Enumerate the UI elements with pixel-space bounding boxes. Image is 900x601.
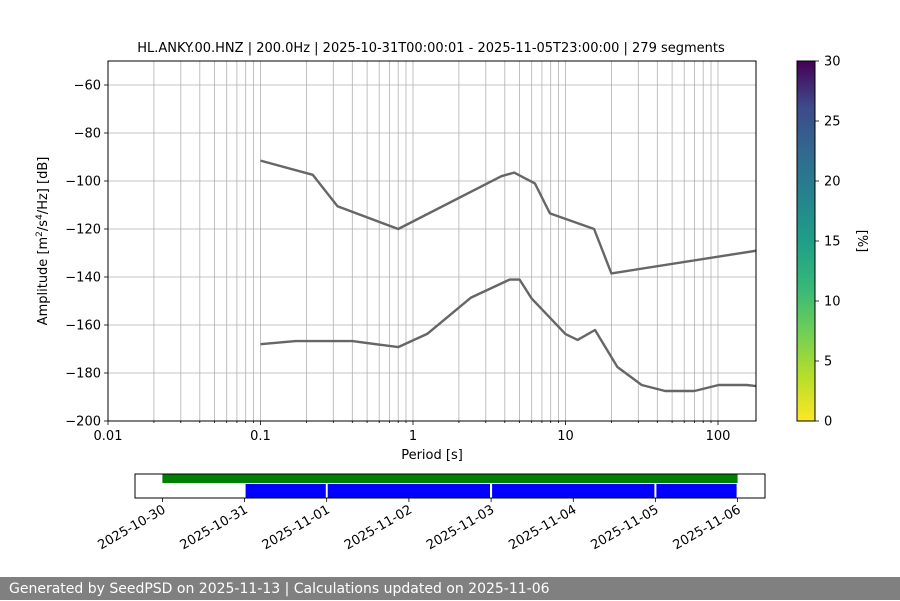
colorbar-label: [%] — [854, 230, 869, 253]
footer-bar: Generated by SeedPSD on 2025-11-13 | Cal… — [0, 577, 900, 600]
psd-segment-bar — [656, 484, 737, 498]
timeline-ticks: 2025-10-30 2025-10-31 2025-11-01 2025-11-02… — [95, 498, 744, 553]
y-tick-label: −120 — [65, 223, 101, 238]
colorbar-tick-label: 5 — [824, 355, 832, 370]
chart-title: HL.ANKY.00.HNZ | 200.0Hz | 2025-10-31T00… — [137, 41, 725, 56]
y-axis-ticks: −60 −80 −100 −120 −140 −160 −180 −200 — [65, 79, 108, 430]
model-curves — [260, 159, 756, 393]
x-grid — [107, 61, 719, 421]
colorbar-tick-label: 15 — [824, 235, 841, 250]
plot-frame — [107, 60, 757, 422]
y-tick-label: −180 — [65, 367, 101, 382]
colorbar-tick-label: 10 — [824, 295, 841, 310]
timeline-frame — [134, 473, 766, 499]
y-tick-label: −100 — [65, 175, 101, 190]
y-tick-label: −60 — [74, 79, 101, 94]
timeline-tick-label: 2025-11-06 — [671, 502, 744, 553]
timeline-tick-label: 2025-11-05 — [588, 502, 661, 553]
timeline-spans — [162, 474, 738, 498]
y-axis-label: Amplitude [m2/s4/Hz] [dB] — [35, 157, 51, 326]
x-tick-label: 0.1 — [250, 429, 271, 444]
colorbar-tick-label: 20 — [824, 175, 841, 190]
x-axis-ticks: 0.01 0.1 1 10 100 — [94, 421, 731, 444]
x-tick-label: 100 — [706, 429, 731, 444]
timeline-tick-label: 2025-11-04 — [506, 502, 579, 553]
timeline-tick-label: 2025-10-30 — [95, 502, 168, 553]
timeline-tick-label: 2025-10-31 — [178, 502, 251, 553]
colorbar-tick-label: 30 — [824, 55, 841, 70]
timeline-tick-label: 2025-11-01 — [260, 502, 333, 553]
timeline-tick-label: 2025-11-02 — [342, 502, 415, 553]
colorbar-tick-label: 0 — [824, 415, 832, 430]
y-grid — [108, 84, 756, 422]
psd-segment-bar — [245, 484, 326, 498]
footer-text: Generated by SeedPSD on 2025-11-13 | Cal… — [9, 581, 550, 597]
y-tick-label: −200 — [65, 415, 101, 430]
y-tick-label: −160 — [65, 319, 101, 334]
y-tick-label: −140 — [65, 271, 101, 286]
x-tick-label: 1 — [409, 429, 417, 444]
psd-segment-bar — [492, 484, 655, 498]
x-tick-label: 10 — [557, 429, 574, 444]
colorbar-ticks: 0 5 10 15 20 25 30 — [815, 55, 841, 430]
psd-segment-bar — [327, 484, 490, 498]
x-tick-label: 0.01 — [94, 429, 123, 444]
data-availability-bar — [162, 474, 738, 483]
x-axis-label: Period [s] — [401, 448, 463, 463]
timeline-tick-label: 2025-11-03 — [424, 502, 497, 553]
psd-figure: HL.ANKY.00.HNZ | 200.0Hz | 2025-10-31T00… — [35, 41, 869, 553]
y-tick-label: −80 — [74, 127, 101, 142]
colorbar-tick-label: 25 — [824, 115, 841, 130]
nlnm-curve — [260, 278, 756, 393]
nhnm-curve — [260, 159, 756, 275]
colorbar — [796, 60, 816, 422]
